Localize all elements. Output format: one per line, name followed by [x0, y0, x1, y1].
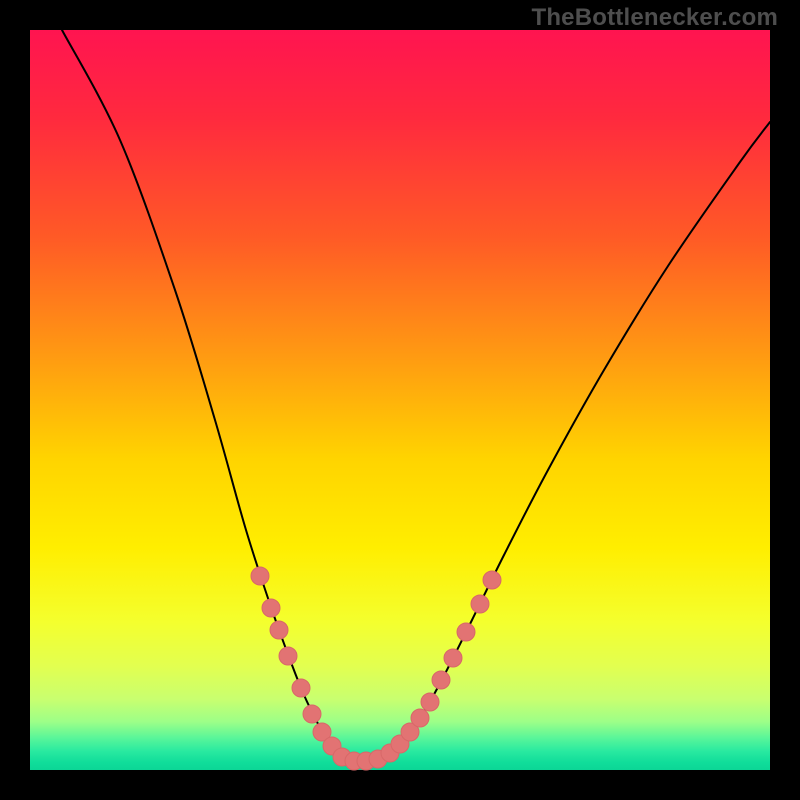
- curve-marker: [432, 671, 450, 689]
- curve-marker: [251, 567, 269, 585]
- curve-marker: [483, 571, 501, 589]
- curve-marker: [279, 647, 297, 665]
- curve-marker: [292, 679, 310, 697]
- overlay-svg: [0, 0, 800, 800]
- curve-marker: [457, 623, 475, 641]
- curve-marker: [270, 621, 288, 639]
- curve-marker: [303, 705, 321, 723]
- curve-marker: [411, 709, 429, 727]
- curve-marker: [444, 649, 462, 667]
- curve-marker: [471, 595, 489, 613]
- curve-marker: [262, 599, 280, 617]
- curve-marker: [421, 693, 439, 711]
- bottleneck-curve: [62, 30, 770, 762]
